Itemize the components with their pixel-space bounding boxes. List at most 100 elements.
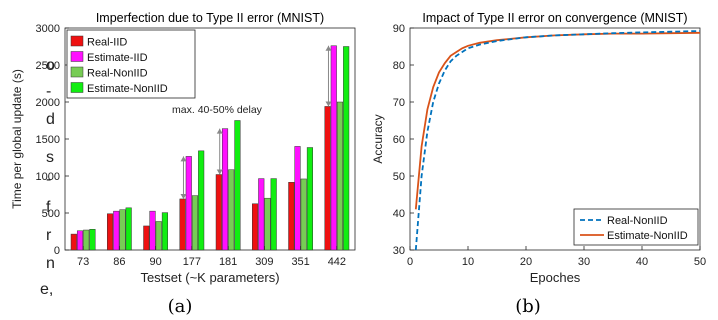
bar-estimate-noniid-442 bbox=[343, 46, 350, 251]
chart-b-title: Impact of Type II error on convergence (… bbox=[422, 11, 687, 25]
y-axis-b: 30 40 50 60 70 80 90 bbox=[393, 23, 414, 257]
bar-real-iid-90 bbox=[143, 225, 150, 251]
text-fragment: - bbox=[46, 83, 51, 100]
chart-a-annotation: max. 40-50% delay bbox=[172, 104, 263, 116]
bar-real-iid-351 bbox=[288, 182, 295, 251]
bar-real-iid-73 bbox=[70, 233, 77, 251]
bar-estimate-iid-181 bbox=[221, 128, 229, 251]
legend-a-swatch bbox=[70, 82, 84, 93]
y-tick-label-b: 70 bbox=[393, 97, 405, 109]
y-tick-label-b: 40 bbox=[393, 208, 405, 220]
x-tick-label-a: 442 bbox=[328, 256, 346, 268]
legend-a-swatch bbox=[70, 35, 84, 47]
x-tick-label-a: 181 bbox=[219, 256, 237, 268]
y-tick-label-a: 1500 bbox=[36, 134, 60, 146]
bar-estimate-noniid-177 bbox=[198, 150, 205, 251]
chart-b-ylabel: Accuracy bbox=[371, 114, 385, 163]
y-tick-label-a: 2000 bbox=[36, 97, 60, 109]
legend-b: Real-NonIID Estimate-NonIID bbox=[573, 208, 699, 246]
text-fragment: s bbox=[46, 149, 54, 166]
delay-arrow-head bbox=[325, 101, 332, 107]
legend-a-label: Estimate-NonIID bbox=[87, 83, 168, 95]
legend-a-label: Real-NonIID bbox=[87, 68, 148, 80]
delay-arrow-head bbox=[180, 156, 187, 162]
bar-real-noniid-73 bbox=[83, 229, 90, 251]
chart-a-title: Imperfection due to Type II error (MNIST… bbox=[96, 11, 324, 25]
bar-real-iid-442 bbox=[324, 106, 331, 251]
x-tick-label-a: 90 bbox=[150, 256, 162, 268]
y-tick-label-b: 80 bbox=[393, 60, 405, 72]
bar-estimate-iid-86 bbox=[113, 210, 120, 251]
y-tick-label-a: 0 bbox=[54, 245, 60, 257]
bar-real-iid-181 bbox=[215, 174, 222, 251]
x-axis-b: 0 10 20 30 40 50 bbox=[407, 246, 706, 268]
bar-real-noniid-86 bbox=[119, 209, 126, 251]
x-tick-label-b: 50 bbox=[694, 256, 706, 268]
text-fragment: r bbox=[46, 227, 52, 244]
bar-real-noniid-177 bbox=[191, 195, 199, 251]
series-lines-b bbox=[414, 30, 701, 251]
bar-real-noniid-442 bbox=[336, 101, 344, 251]
y-tick-label-a: 1000 bbox=[36, 171, 60, 183]
legend-b-box bbox=[573, 208, 699, 246]
x-tick-label-b: 0 bbox=[407, 256, 413, 268]
bar-real-noniid-90 bbox=[155, 221, 162, 251]
legend-a-label: Real-IID bbox=[87, 37, 127, 49]
bar-real-iid-86 bbox=[107, 213, 114, 251]
legend-a-box bbox=[66, 29, 196, 99]
x-tick-label-b: 40 bbox=[636, 256, 648, 268]
y-tick-label-b: 60 bbox=[393, 134, 405, 146]
legend-a: Real-IID Estimate-IID Real-NonIID Estimate-… bbox=[66, 29, 196, 99]
chart-a-ylabel: Time per global update (s) bbox=[10, 69, 24, 209]
text-fragment: o bbox=[46, 57, 55, 74]
bar-estimate-iid-309 bbox=[258, 178, 265, 251]
text-fragment: f bbox=[46, 199, 51, 216]
bar-real-noniid-351 bbox=[300, 178, 307, 251]
x-tick-label-b: 20 bbox=[520, 256, 532, 268]
legend-a-swatch bbox=[70, 51, 84, 62]
bar-real-noniid-181 bbox=[228, 169, 235, 251]
bar-chart-type-ii-error: 0 500 1000 1500 2000 2500 3000 73 86 90 177 181 309… bbox=[10, 11, 356, 317]
legend-b-label: Estimate-NonIID bbox=[607, 230, 688, 242]
delay-arrow-head bbox=[216, 128, 223, 134]
bar-estimate-iid-90 bbox=[149, 210, 156, 251]
left-text-fragments: o - d s - f r n e, bbox=[40, 57, 55, 298]
x-tick-label-a: 86 bbox=[113, 256, 125, 268]
x-tick-label-a: 177 bbox=[183, 256, 201, 268]
bar-estimate-iid-73 bbox=[76, 230, 84, 251]
bar-estimate-noniid-309 bbox=[270, 178, 277, 251]
bar-estimate-noniid-73 bbox=[89, 229, 96, 251]
bar-estimate-iid-442 bbox=[330, 45, 337, 251]
x-tick-label-b: 10 bbox=[462, 256, 474, 268]
y-tick-label-b: 90 bbox=[393, 23, 405, 35]
chart-a-xlabel: Testset (~K parameters) bbox=[140, 270, 279, 285]
y-tick-label-a: 2500 bbox=[36, 60, 60, 72]
bar-estimate-noniid-86 bbox=[125, 207, 132, 251]
line-chart-convergence: 30 40 50 60 70 80 90 0 10 20 30 40 50 Impact of Typ… bbox=[371, 11, 706, 317]
caption-b: (b) bbox=[515, 296, 541, 317]
bar-real-iid-309 bbox=[252, 203, 259, 251]
y-tick-label-b: 30 bbox=[393, 245, 405, 257]
y-tick-label-b: 50 bbox=[393, 171, 405, 183]
bar-estimate-noniid-90 bbox=[161, 212, 168, 251]
delay-arrow-head bbox=[325, 45, 332, 51]
bar-estimate-iid-351 bbox=[294, 146, 301, 251]
y-tick-label-a: 3000 bbox=[36, 23, 60, 35]
legend-b-label: Real-NonIID bbox=[607, 215, 668, 227]
caption-a: (a) bbox=[168, 296, 193, 317]
delay-arrows bbox=[180, 45, 332, 199]
line-real-noniid bbox=[414, 30, 701, 251]
text-fragment: e, bbox=[40, 281, 53, 298]
bar-estimate-noniid-181 bbox=[234, 120, 241, 251]
delay-arrow-head bbox=[216, 169, 223, 175]
x-tick-label-a: 309 bbox=[255, 256, 273, 268]
bar-real-noniid-309 bbox=[264, 197, 271, 251]
text-fragment: - bbox=[46, 171, 51, 188]
chart-b-xlabel: Epoches bbox=[530, 270, 581, 285]
x-tick-label-a: 73 bbox=[77, 256, 89, 268]
legend-a-swatch bbox=[70, 66, 84, 78]
x-tick-label-b: 30 bbox=[578, 256, 590, 268]
legend-a-label: Estimate-IID bbox=[87, 52, 148, 64]
delay-arrow-head bbox=[180, 193, 187, 199]
bar-estimate-noniid-351 bbox=[306, 147, 313, 251]
